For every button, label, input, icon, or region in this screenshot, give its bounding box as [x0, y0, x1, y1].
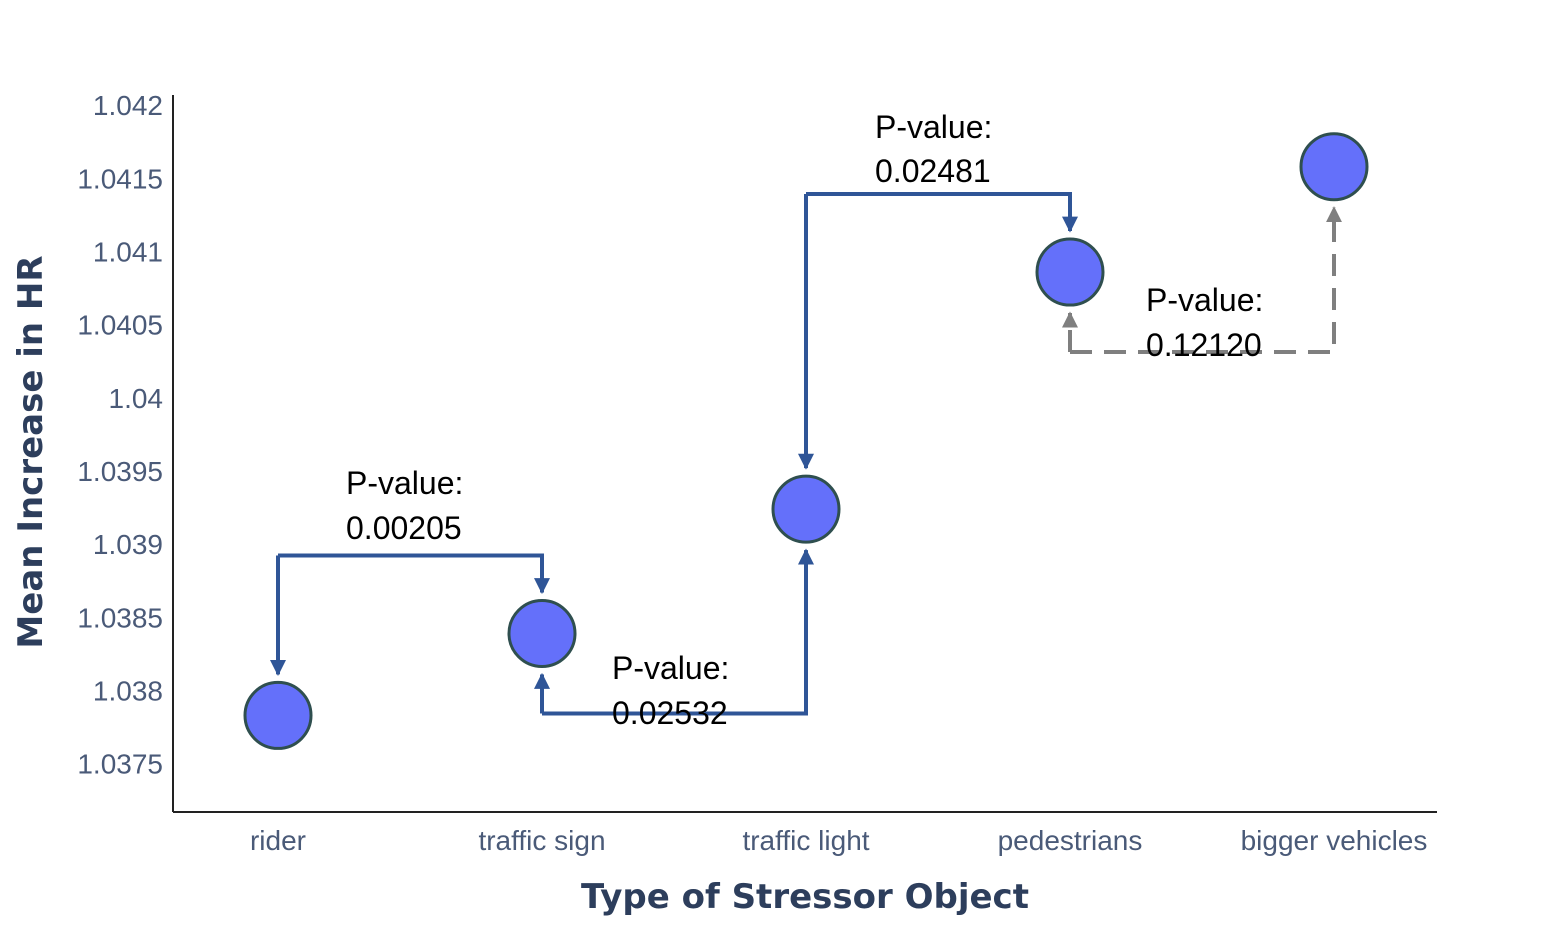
comparison-connector	[806, 192, 1078, 233]
data-points	[243, 132, 1369, 750]
x-tick-label: bigger vehicles	[1241, 825, 1428, 856]
pvalue-label-rider-sign: P-value:	[346, 465, 463, 501]
y-tick-label: 1.0415	[77, 163, 163, 194]
x-axis-title: Type of Stressor Object	[581, 877, 1029, 917]
pvalue-value-light-pedestrians: 0.02481	[875, 153, 991, 189]
pvalue-label-pedestrians-vehicles: P-value:	[1146, 282, 1263, 318]
x-tick-label: pedestrians	[998, 825, 1143, 856]
y-tick-label: 1.0385	[77, 602, 163, 633]
y-tick-label: 1.04	[109, 383, 164, 414]
comparison-connector	[1070, 206, 1342, 355]
x-tick-label: traffic sign	[478, 825, 605, 856]
data-point	[1035, 237, 1105, 307]
y-tick-label: 1.0375	[77, 749, 163, 780]
comparison-annotations: P-value: 0.00205 P-value: 0.02532 P-valu…	[346, 109, 1263, 731]
comparison-connectors	[270, 192, 1342, 716]
pvalue-value-rider-sign: 0.00205	[346, 510, 462, 546]
y-axis-title: Mean Increase in HR	[11, 255, 51, 648]
data-point	[1299, 132, 1369, 202]
pvalue-value-sign-light: 0.02532	[612, 695, 728, 731]
x-tick-labels: rider traffic sign traffic light pedestrian…	[250, 825, 1427, 856]
x-tick-label: traffic light	[742, 825, 869, 856]
y-tick-label: 1.0395	[77, 456, 163, 487]
data-point	[507, 598, 577, 668]
y-tick-label: 1.038	[93, 676, 163, 707]
comparison-connector	[542, 548, 814, 716]
pvalue-value-pedestrians-vehicles: 0.12120	[1146, 327, 1262, 363]
y-tick-label: 1.039	[93, 529, 163, 560]
x-tick-label: rider	[250, 825, 306, 856]
y-tick-labels: 1.0375 1.038 1.0385 1.039 1.0395 1.04 1.0405 1.…	[77, 90, 163, 779]
y-tick-label: 1.042	[93, 90, 163, 121]
data-point	[771, 474, 841, 544]
data-point	[243, 680, 313, 750]
y-tick-label: 1.0405	[77, 310, 163, 341]
y-tick-label: 1.041	[93, 237, 163, 268]
pvalue-label-light-pedestrians: P-value:	[875, 109, 992, 145]
comparison-connector	[278, 553, 550, 595]
pvalue-label-sign-light: P-value:	[612, 650, 729, 686]
